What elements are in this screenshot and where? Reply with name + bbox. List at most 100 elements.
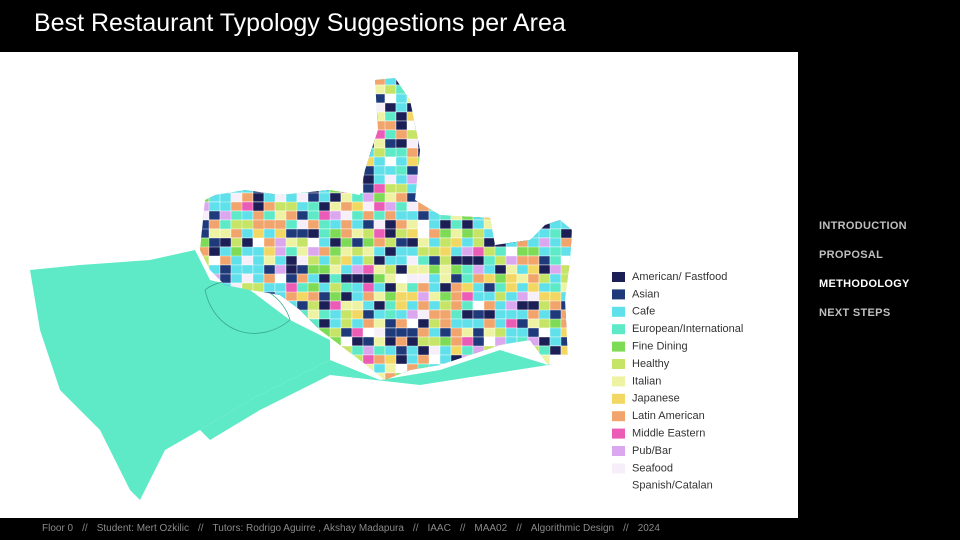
area-cell [417, 165, 430, 176]
area-cell [439, 273, 452, 284]
area-cell [483, 228, 507, 239]
area-cell [527, 192, 551, 203]
area-cell [417, 129, 430, 149]
area-cell [516, 219, 529, 239]
area-cell [219, 78, 232, 95]
footer-item: 2024 [637, 523, 660, 534]
area-cell [494, 138, 507, 158]
area-cell [494, 309, 507, 320]
area-cell [505, 210, 529, 221]
area-cell [373, 255, 386, 266]
area-cell [472, 147, 496, 158]
area-cell [560, 282, 572, 293]
area-cell [505, 78, 518, 86]
legend-swatch [612, 393, 625, 404]
area-cell [483, 372, 507, 380]
area-cell [330, 382, 341, 400]
area-cell [318, 147, 342, 167]
area-cell [329, 165, 342, 176]
area-cell [252, 84, 265, 95]
area-cell [428, 102, 441, 122]
area-cell [318, 156, 331, 167]
area-cell [307, 219, 320, 230]
area-cell [307, 78, 331, 86]
area-cell [200, 246, 210, 257]
nav-item[interactable]: INTRODUCTION [819, 220, 907, 232]
area-cell [351, 354, 364, 365]
area-cell [571, 120, 572, 131]
area-cell [395, 174, 408, 185]
area-cell [296, 156, 309, 167]
area-cell [505, 111, 529, 122]
area-cell [329, 111, 342, 122]
area-cell [341, 382, 363, 400]
area-cell [450, 273, 463, 284]
area-cell [351, 300, 364, 311]
area-cell [505, 156, 518, 176]
legend-swatch [612, 306, 625, 317]
area-cell [527, 156, 551, 176]
area-cell [494, 228, 507, 239]
area-cell [274, 165, 298, 185]
coastal-zone [30, 250, 330, 500]
footer-item: MAA02 [474, 523, 508, 534]
area-cell [483, 165, 507, 176]
area-cell [340, 102, 364, 122]
area-cell [527, 183, 540, 203]
area-cell [549, 156, 562, 176]
area-cell [274, 111, 287, 131]
area-cell [274, 156, 298, 167]
area-cell [285, 138, 298, 158]
area-cell [241, 102, 254, 122]
area-cell [395, 147, 408, 158]
area-cell [230, 156, 243, 176]
area-cell [417, 93, 441, 113]
area-cell [230, 93, 243, 113]
area-cell [362, 219, 375, 230]
area-cell [340, 183, 353, 194]
map: American/ Fastfood Asian Cafe European/Inte… [30, 78, 743, 500]
area-cell [571, 363, 572, 374]
area-cell [450, 102, 463, 113]
area-cell [461, 300, 474, 311]
area-cell [439, 111, 452, 122]
area-cell [483, 111, 507, 122]
area-cell [362, 84, 375, 95]
nav-item[interactable]: PROPOSAL [819, 249, 884, 261]
nav-item[interactable]: METHODOLOGY [819, 278, 910, 290]
area-cell [495, 382, 506, 391]
area-cell [483, 93, 507, 104]
area-cell [472, 165, 485, 176]
legend-label: Seafood [632, 462, 673, 474]
area-cell [527, 309, 540, 320]
area-cell [527, 147, 540, 158]
area-cell [450, 129, 463, 140]
area-cell [208, 165, 232, 176]
area-cell [571, 183, 572, 194]
area-cell [549, 192, 572, 212]
area-cell [549, 147, 572, 158]
area-cell [395, 93, 408, 104]
area-cell [571, 246, 572, 257]
area-cell [505, 318, 518, 329]
footer-separator: // [623, 523, 629, 534]
area-cell [472, 93, 496, 113]
footer-separator: // [82, 523, 88, 534]
nav-item[interactable]: NEXT STEPS [819, 307, 891, 319]
area-cell [252, 93, 265, 104]
area-cell [200, 147, 210, 158]
area-cell [285, 147, 309, 158]
area-cell [252, 78, 265, 95]
area-cell [571, 138, 572, 149]
area-cell [296, 174, 309, 185]
area-cell [538, 336, 551, 347]
area-cell [494, 210, 507, 230]
area-cell [340, 309, 353, 320]
area-cell [329, 246, 342, 257]
area-cell [406, 165, 419, 176]
port-strip [200, 350, 548, 440]
area-cell [417, 111, 441, 122]
area-cell [241, 111, 254, 131]
area-cell [505, 147, 529, 158]
area-cell [252, 156, 265, 167]
